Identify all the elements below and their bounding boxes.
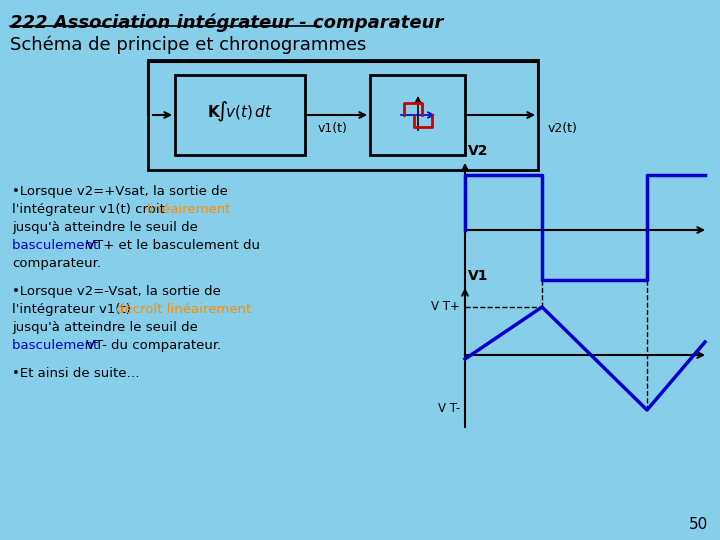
- Text: 50: 50: [689, 517, 708, 532]
- Text: Schéma de principe et chronogrammes: Schéma de principe et chronogrammes: [10, 35, 366, 53]
- Text: v2(t): v2(t): [548, 122, 578, 135]
- Bar: [175, 75, 305, 155]
- Text: •Et ainsi de suite…: •Et ainsi de suite…: [12, 367, 140, 380]
- Text: basculement: basculement: [12, 239, 102, 252]
- Text: V2: V2: [468, 144, 488, 158]
- Bar: [370, 75, 465, 155]
- Text: •Lorsque v2=+Vsat, la sortie de: •Lorsque v2=+Vsat, la sortie de: [12, 185, 228, 198]
- Text: •Lorsque v2=-Vsat, la sortie de: •Lorsque v2=-Vsat, la sortie de: [12, 285, 221, 298]
- Text: V1: V1: [468, 269, 488, 283]
- Text: l'intégrateur v1(t): l'intégrateur v1(t): [12, 303, 135, 316]
- Text: jusqu'à atteindre le seuil de: jusqu'à atteindre le seuil de: [12, 321, 198, 334]
- Text: jusqu'à atteindre le seuil de: jusqu'à atteindre le seuil de: [12, 221, 198, 234]
- Text: l'intégrateur v1(t) croit: l'intégrateur v1(t) croit: [12, 203, 169, 216]
- Text: basculement: basculement: [12, 339, 102, 352]
- Text: 222 Association intégrateur - comparateur: 222 Association intégrateur - comparateu…: [10, 13, 444, 31]
- Text: linéairement: linéairement: [147, 203, 232, 216]
- Text: VT+ et le basculement du: VT+ et le basculement du: [86, 239, 260, 252]
- Text: v1(t): v1(t): [318, 122, 348, 135]
- Text: VT- du comparateur.: VT- du comparateur.: [86, 339, 221, 352]
- Text: V T+: V T+: [431, 300, 460, 313]
- Text: décroît linéairement: décroît linéairement: [116, 303, 251, 316]
- Text: $\mathbf{K}\!\int\! v(t)\,dt$: $\mathbf{K}\!\int\! v(t)\,dt$: [207, 100, 273, 124]
- Text: comparateur.: comparateur.: [12, 257, 101, 270]
- Text: V T-: V T-: [438, 402, 460, 415]
- Bar: [148, 60, 538, 170]
